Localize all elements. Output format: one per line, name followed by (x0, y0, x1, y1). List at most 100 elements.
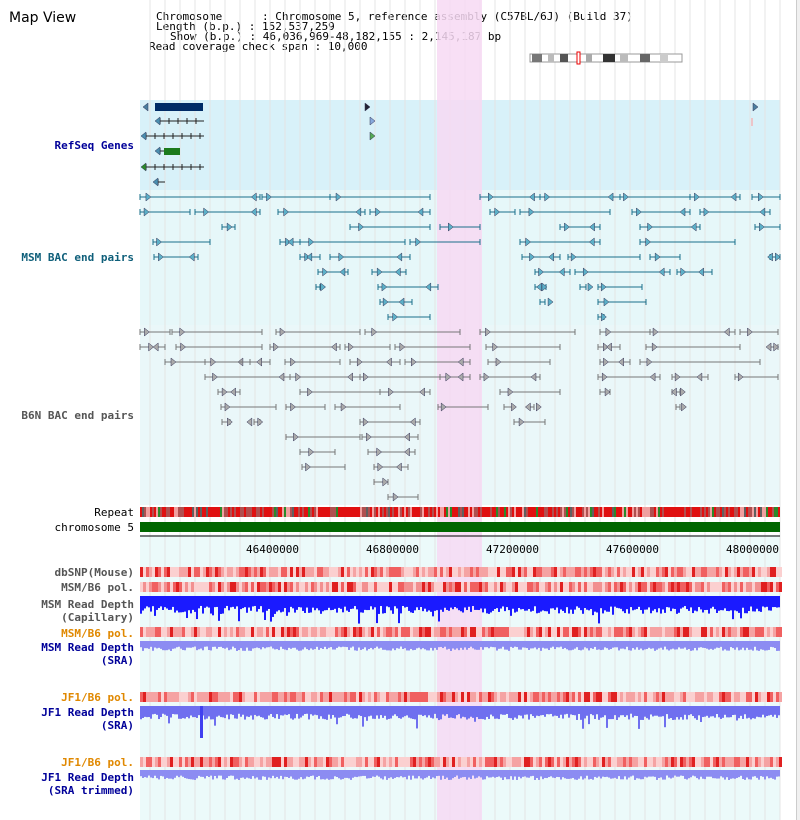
feature-arrow[interactable] (148, 342, 154, 352)
feature-arrow[interactable] (404, 432, 410, 442)
feature-arrow[interactable] (511, 402, 517, 412)
feature-arrow[interactable] (601, 312, 607, 322)
feature-arrow[interactable] (335, 192, 342, 202)
feature-arrow[interactable] (603, 357, 609, 367)
feature-arrow[interactable] (680, 267, 687, 277)
track-label-msm-read-depth-capillary[interactable]: MSM Read Depth (41, 598, 134, 611)
feature-arrow[interactable] (278, 372, 285, 382)
feature-arrow[interactable] (703, 207, 710, 217)
feature-arrow[interactable] (528, 207, 535, 217)
feature-arrow[interactable] (180, 342, 187, 352)
feature-arrow[interactable] (386, 357, 392, 367)
feature-arrow[interactable] (518, 417, 525, 427)
feature-arrow[interactable] (730, 192, 737, 202)
feature-arrow[interactable] (246, 417, 253, 427)
feature-arrow[interactable] (256, 357, 262, 367)
feature-arrow[interactable] (257, 417, 264, 427)
feature-arrow[interactable] (375, 207, 381, 217)
feature-arrow[interactable] (355, 207, 362, 217)
feature-arrow[interactable] (651, 342, 658, 352)
feature-arrow[interactable] (366, 432, 372, 442)
chromosome-bar[interactable] (140, 522, 780, 532)
feature-arrow[interactable] (230, 387, 236, 397)
feature-arrow[interactable] (698, 267, 704, 277)
feature-arrow[interactable] (154, 116, 161, 126)
feature-arrow[interactable] (287, 237, 294, 247)
feature-arrow[interactable] (348, 342, 354, 352)
feature-arrow[interactable] (363, 372, 369, 382)
feature-arrow[interactable] (601, 372, 608, 382)
track-label-jf1-read-depth-sra[interactable]: JF1 Read Depth (41, 706, 134, 719)
feature-arrow[interactable] (448, 222, 454, 232)
feature-arrow[interactable] (154, 146, 161, 156)
feature-arrow[interactable] (295, 372, 302, 382)
feature-arrow[interactable] (425, 282, 432, 292)
track-label-msm-read-depth-sra[interactable]: MSM Read Depth (41, 641, 134, 654)
feature-arrow[interactable] (340, 402, 347, 412)
feature-arrow[interactable] (224, 402, 231, 412)
feature-arrow[interactable] (382, 297, 389, 307)
feature-arrow[interactable] (394, 267, 401, 277)
feature-arrow[interactable] (524, 402, 531, 412)
track-label-jf1-read-depth-trimmed[interactable]: JF1 Read Depth (41, 771, 134, 784)
feature-arrow[interactable] (417, 207, 424, 217)
feature-arrow[interactable] (541, 282, 548, 292)
feature-arrow[interactable] (250, 192, 257, 202)
feature-arrow[interactable] (371, 327, 378, 337)
feature-arrow[interactable] (529, 192, 535, 202)
feature-arrow[interactable] (570, 252, 577, 262)
feature-arrow[interactable] (671, 387, 677, 397)
feature-arrow[interactable] (331, 342, 337, 352)
feature-arrow[interactable] (144, 327, 150, 337)
feature-arrow[interactable] (775, 252, 781, 262)
feature-arrow[interactable] (696, 372, 703, 382)
feature-arrow[interactable] (737, 372, 744, 382)
feature-arrow[interactable] (411, 357, 417, 367)
feature-arrow[interactable] (440, 402, 447, 412)
feature-arrow[interactable] (356, 357, 363, 367)
feature-arrow[interactable] (322, 267, 329, 277)
feature-arrow[interactable] (582, 267, 589, 277)
feature-arrow[interactable] (536, 402, 542, 412)
feature-arrow[interactable] (210, 357, 217, 367)
gene-exon-block[interactable] (155, 103, 203, 111)
feature-arrow[interactable] (587, 282, 594, 292)
feature-arrow[interactable] (396, 462, 402, 472)
feature-arrow[interactable] (680, 387, 686, 397)
feature-arrow[interactable] (600, 282, 607, 292)
feature-arrow[interactable] (305, 462, 311, 472)
feature-arrow[interactable] (415, 237, 422, 247)
feature-arrow[interactable] (212, 372, 218, 382)
feature-arrow[interactable] (645, 237, 652, 247)
feature-arrow[interactable] (179, 327, 186, 337)
feature-arrow[interactable] (369, 116, 376, 126)
feature-arrow[interactable] (773, 342, 780, 352)
feature-arrow[interactable] (140, 131, 147, 141)
feature-arrow[interactable] (690, 222, 697, 232)
feature-arrow[interactable] (445, 372, 452, 382)
feature-arrow[interactable] (152, 177, 159, 187)
feature-arrow[interactable] (320, 282, 326, 292)
feature-arrow[interactable] (358, 222, 364, 232)
feature-arrow[interactable] (338, 252, 345, 262)
feature-arrow[interactable] (723, 327, 730, 337)
track-label-msm-bac[interactable]: MSM BAC end pairs (21, 251, 134, 264)
feature-arrow[interactable] (273, 342, 279, 352)
feature-arrow[interactable] (494, 207, 501, 217)
feature-arrow[interactable] (544, 192, 551, 202)
feature-arrow[interactable] (203, 207, 210, 217)
feature-arrow[interactable] (396, 252, 403, 262)
feature-arrow[interactable] (152, 342, 159, 352)
feature-arrow[interactable] (547, 297, 554, 307)
feature-arrow[interactable] (530, 372, 537, 382)
feature-arrow[interactable] (226, 222, 233, 232)
feature-arrow[interactable] (158, 252, 164, 262)
feature-arrow[interactable] (492, 342, 499, 352)
feature-arrow[interactable] (618, 357, 624, 367)
feature-arrow[interactable] (145, 192, 152, 202)
feature-arrow[interactable] (495, 357, 502, 367)
feature-arrow[interactable] (404, 447, 410, 457)
feature-arrow[interactable] (654, 252, 661, 262)
feature-arrow[interactable] (409, 417, 416, 427)
repeat-track[interactable] (140, 507, 780, 517)
